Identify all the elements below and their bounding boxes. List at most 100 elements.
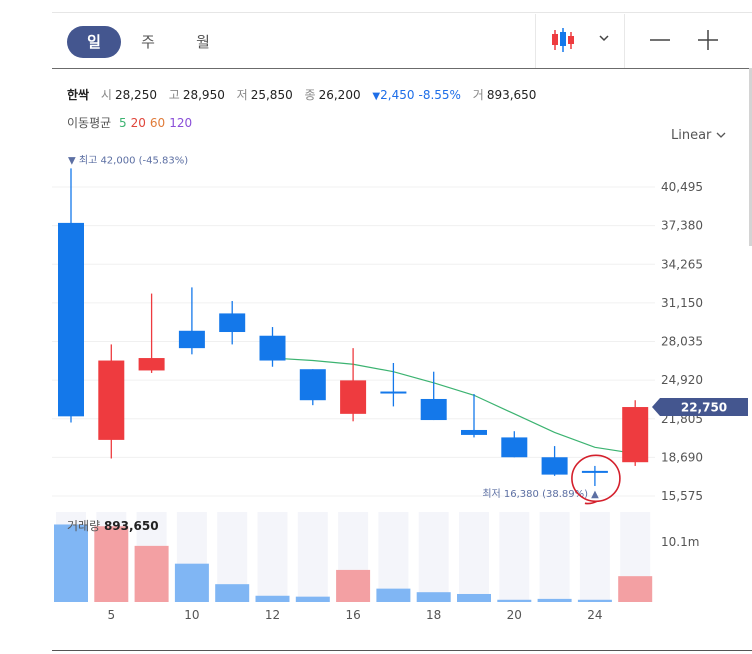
tab-day[interactable]: 일 (67, 26, 121, 58)
ma-period-20: 20 (130, 116, 146, 130)
x-tick-label: 12 (265, 608, 280, 622)
y-tick-label: 31,150 (661, 296, 703, 310)
close-label: 종 (304, 88, 316, 102)
plus-icon[interactable] (696, 28, 720, 52)
candle (622, 400, 649, 466)
candle (340, 348, 367, 422)
volume-bar (336, 569, 371, 602)
top-divider (52, 12, 752, 13)
high-label: 고 (168, 88, 180, 102)
down-arrow-icon: ▼ (372, 91, 381, 102)
ma-label: 이동평균 (67, 116, 112, 130)
volume-bar (537, 598, 572, 602)
volume-slot-bg (539, 512, 570, 602)
y-tick-label: 34,265 (661, 257, 703, 271)
candle (420, 371, 447, 421)
tab-month[interactable]: 월 (196, 33, 210, 51)
bottom-divider (52, 650, 752, 651)
y-tick-label: 28,035 (661, 335, 703, 349)
ma5-line (272, 357, 636, 455)
min-price-label: 최저 16,380 (38.89%) ▲ (482, 488, 599, 500)
x-tick-label: 16 (345, 608, 360, 622)
candle-body (138, 358, 165, 371)
volume-slot-bg (459, 512, 489, 602)
candle-body (461, 429, 487, 435)
volume-value: 893,650 (486, 88, 537, 102)
volume-bar (94, 526, 129, 602)
candle (461, 394, 487, 438)
volume-slot-bg (257, 512, 288, 602)
price-change: 2,450 (380, 88, 415, 102)
candle-body (581, 470, 608, 473)
x-tick-label: 20 (507, 608, 522, 622)
candle (541, 446, 568, 476)
volume-bar (577, 599, 612, 602)
x-tick-label: 18 (426, 608, 441, 622)
stock-name: 한싹 (67, 88, 90, 102)
candle (501, 431, 528, 458)
candle-body (380, 391, 407, 394)
volume-slot-bg (579, 512, 610, 602)
toolbar-divider (535, 14, 536, 68)
chevron-down-icon[interactable] (597, 30, 611, 44)
toolbar-divider (624, 14, 625, 68)
low-label: 저 (236, 88, 248, 102)
volume-bar (54, 524, 88, 602)
low-price: 25,850 (250, 88, 293, 102)
open-price: 28,250 (114, 88, 157, 102)
volume-bar (134, 545, 169, 602)
candle-body (420, 398, 447, 421)
current-price-value: 22,750 (681, 401, 727, 415)
candle-body (219, 313, 246, 333)
grid-lines (52, 186, 655, 497)
candle-body (340, 380, 367, 414)
volume-label: 거래량 893,650 (67, 519, 159, 533)
candle (58, 168, 84, 423)
x-tick-label: 5 (107, 608, 115, 622)
candlestick-icon[interactable] (548, 27, 578, 55)
moving-average-legend: 이동평균 5 20 60 120 (67, 114, 196, 131)
toolbar-divider (52, 68, 752, 69)
volume-bar (618, 576, 653, 602)
close-price: 26,200 (318, 88, 361, 102)
scrollbar[interactable] (749, 68, 752, 246)
volume-bar (416, 592, 451, 602)
candle (219, 301, 246, 345)
volume-slot-bg (418, 512, 449, 602)
volume-value: 893,650 (104, 519, 159, 533)
current-price-tag (652, 398, 748, 417)
open-label: 시 (100, 88, 112, 102)
volume-slot-bg (297, 512, 328, 602)
candle (299, 369, 326, 406)
candle (581, 465, 608, 487)
volume-slot-bg (378, 512, 409, 602)
max-price-label: ▼ 최고 42,000 (-45.83%) (68, 154, 188, 166)
volume-label: 거 (472, 88, 484, 102)
volume-axis-tick: 10.1m (661, 535, 699, 549)
candle-body (501, 437, 528, 458)
y-tick-label: 40,495 (661, 180, 703, 194)
candle (98, 344, 125, 459)
tab-week[interactable]: 주 (141, 33, 155, 51)
chevron-down-icon (716, 128, 726, 143)
candle (259, 327, 286, 367)
scale-selector[interactable]: Linear (671, 128, 726, 143)
volume-bar (457, 593, 491, 602)
ma-period-5: 5 (119, 116, 127, 130)
price-change-pct: -8.55% (418, 88, 461, 102)
minus-icon[interactable] (648, 30, 672, 50)
scale-selector-label: Linear (671, 128, 712, 143)
candle-body (622, 407, 649, 463)
highlight-circle-tail (584, 500, 598, 505)
volume-bar (376, 588, 411, 602)
candle-body (98, 360, 125, 440)
volume-bar (174, 563, 209, 602)
y-tick-label: 15,575 (661, 489, 703, 503)
y-tick-label: 24,920 (661, 373, 703, 387)
candle (380, 363, 407, 407)
candle-body (541, 457, 568, 475)
volume-bar (255, 595, 290, 602)
x-tick-label: 24 (587, 608, 602, 622)
x-tick-label: 10 (184, 608, 199, 622)
